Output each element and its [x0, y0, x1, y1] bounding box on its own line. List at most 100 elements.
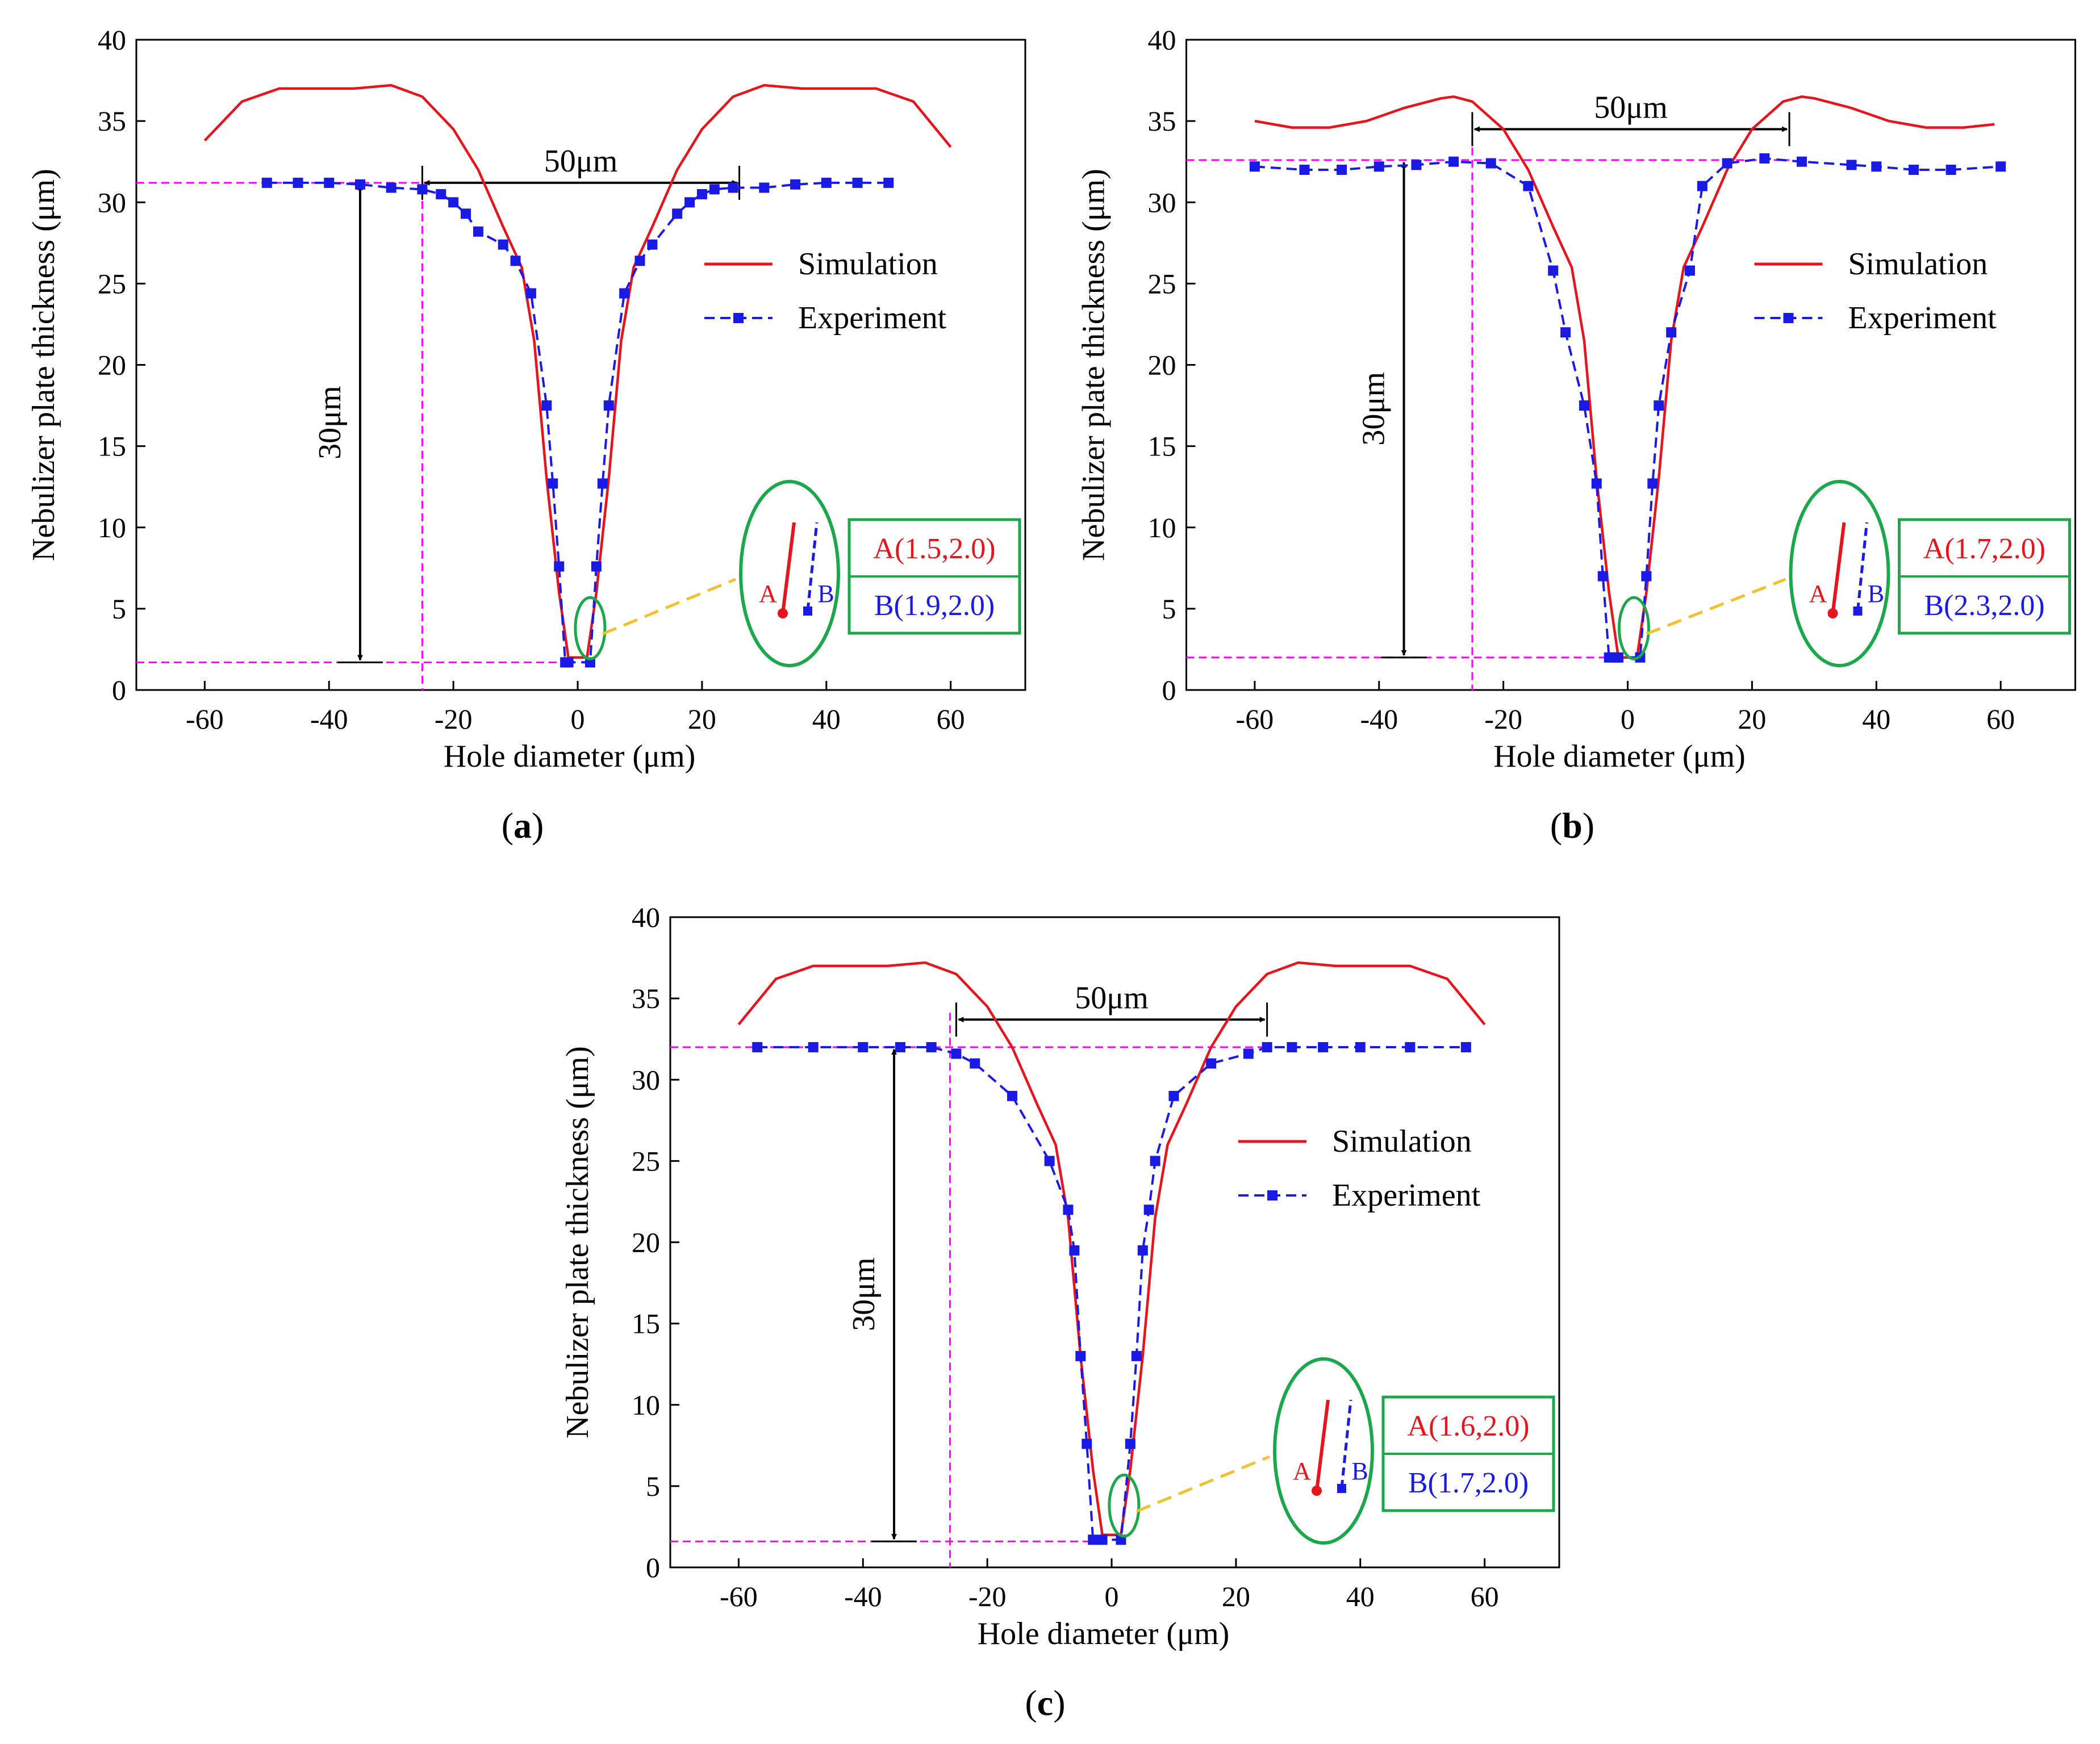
experiment-point: [261, 177, 272, 188]
coordinate-b: B(1.9,2.0): [874, 589, 995, 622]
y-tick-label: 20: [632, 1227, 660, 1258]
experiment-point: [709, 184, 720, 195]
experiment-point: [926, 1042, 937, 1052]
y-tick-label: 15: [632, 1308, 660, 1340]
experiment-point: [293, 177, 303, 188]
experiment-point: [1097, 1534, 1108, 1545]
experiment-point: [1796, 156, 1807, 167]
x-tick-label: -60: [186, 703, 224, 735]
experiment-point: [548, 478, 558, 489]
experiment-point: [728, 182, 738, 193]
experiment-point: [1684, 265, 1695, 276]
coordinate-a: A(1.6,2.0): [1407, 1410, 1529, 1442]
x-tick-label: 60: [1471, 1580, 1499, 1612]
experiment-point: [1597, 571, 1608, 582]
experiment-point: [1460, 1042, 1471, 1052]
experiment-point: [696, 189, 707, 199]
x-tick-label: -40: [844, 1580, 882, 1612]
experiment-point: [1995, 161, 2006, 172]
experiment-point: [1666, 327, 1677, 338]
experiment-point: [591, 561, 602, 572]
point-a-marker: [1312, 1486, 1322, 1496]
y-tick-label: 10: [98, 512, 126, 543]
experiment-point: [498, 239, 508, 250]
chart-a: 0 5 10 15 20 25 30 35 40 -60 -40 -20 0 20 40 60 Hole dia…: [26, 24, 1026, 774]
x-tick-label: 20: [1738, 703, 1766, 735]
y-tick-label: 0: [112, 674, 126, 706]
x-tick-label: 40: [1346, 1580, 1375, 1612]
experiment-point: [1063, 1205, 1074, 1215]
legend-simulation-label: Simulation: [1848, 246, 1988, 282]
y-tick-label: 20: [98, 349, 126, 381]
experiment-point: [1579, 400, 1589, 411]
y-axis-label: Nebulizer plate thickness (μm): [26, 169, 61, 561]
zoom-label-a: A: [759, 580, 777, 608]
experiment-point: [752, 1042, 763, 1052]
experiment-point: [1125, 1438, 1135, 1449]
experiment-point: [1846, 160, 1857, 170]
annotation-30um: 30μm: [312, 386, 348, 459]
experiment-point: [1243, 1048, 1254, 1059]
zoom-experiment-line: [806, 522, 819, 611]
experiment-point: [1448, 156, 1459, 167]
experiment-point: [461, 208, 471, 219]
experiment-point: [1168, 1090, 1179, 1101]
experiment-point: [1249, 161, 1260, 172]
y-tick-label: 35: [632, 982, 660, 1014]
y-tick-label: 25: [632, 1145, 660, 1177]
panel-a-caption: (a): [502, 805, 544, 846]
coordinate-b: B(2.3,2.0): [1924, 589, 2044, 622]
y-tick-label: 30: [98, 186, 126, 218]
experiment-point: [1137, 1245, 1148, 1256]
y-axis-label: Nebulizer plate thickness (μm): [560, 1046, 595, 1438]
x-tick-label: 60: [937, 703, 965, 735]
coordinate-b: B(1.7,2.0): [1408, 1467, 1529, 1499]
panel-c: 0 5 10 15 20 25 30 35 40 -60 -40 -20 0 20 40 60 Hole dia…: [560, 901, 1560, 1723]
zoom-experiment-line: [1856, 522, 1868, 611]
zoom-ellipse-icon: [1273, 1357, 1374, 1545]
experiment-point: [808, 1042, 819, 1052]
zoom-label-a: A: [1293, 1457, 1311, 1485]
experiment-point: [1069, 1245, 1080, 1256]
experiment-point: [1287, 1042, 1297, 1052]
y-tick-label: 40: [632, 901, 660, 933]
zoom-ellipse-icon: [1617, 596, 1650, 660]
y-axis-label: Nebulizer plate thickness (μm): [1076, 169, 1112, 561]
experiment-point: [951, 1048, 962, 1059]
zoom-label-b: B: [817, 580, 834, 608]
experiment-point: [1871, 161, 1882, 172]
y-tick-label: 20: [1148, 349, 1176, 381]
experiment-point: [1007, 1090, 1017, 1101]
experiment-point: [386, 182, 396, 193]
x-tick-label: -40: [1360, 703, 1398, 735]
zoom-ellipse-icon: [1108, 1473, 1141, 1538]
experiment-point: [541, 400, 552, 411]
experiment-point: [1262, 1042, 1272, 1052]
zoom-label-b: B: [1868, 580, 1884, 608]
y-tick-label: 40: [1148, 24, 1176, 56]
coordinate-a: A(1.7,2.0): [1923, 533, 2045, 565]
experiment-point: [858, 1042, 869, 1052]
x-tick-label: 40: [812, 703, 841, 735]
panel-a: 0 5 10 15 20 25 30 35 40 -60 -40 -20 0 20 40 60 Hole dia…: [26, 24, 1026, 846]
experiment-point: [1318, 1042, 1329, 1052]
experiment-point: [1131, 1350, 1142, 1361]
zoom-ellipse-icon: [739, 480, 840, 667]
experiment-point: [563, 657, 574, 668]
experiment-point: [1759, 153, 1770, 164]
x-tick-label: -60: [1236, 703, 1274, 735]
zoom-label-b: B: [1351, 1457, 1368, 1485]
experiment-point: [1075, 1350, 1086, 1361]
x-tick-label: -60: [720, 1580, 758, 1612]
experiment-point: [1082, 1438, 1092, 1449]
experiment-point: [1523, 181, 1534, 191]
experiment-point: [1355, 1042, 1366, 1052]
experiment-point: [1548, 265, 1559, 276]
x-axis-label: Hole diameter (μm): [978, 1616, 1230, 1651]
point-b-marker: [803, 607, 812, 616]
experiment-point: [1044, 1156, 1055, 1166]
experiment-point: [1722, 158, 1732, 169]
experiment-point: [1373, 161, 1384, 172]
x-tick-label: 0: [571, 703, 585, 735]
